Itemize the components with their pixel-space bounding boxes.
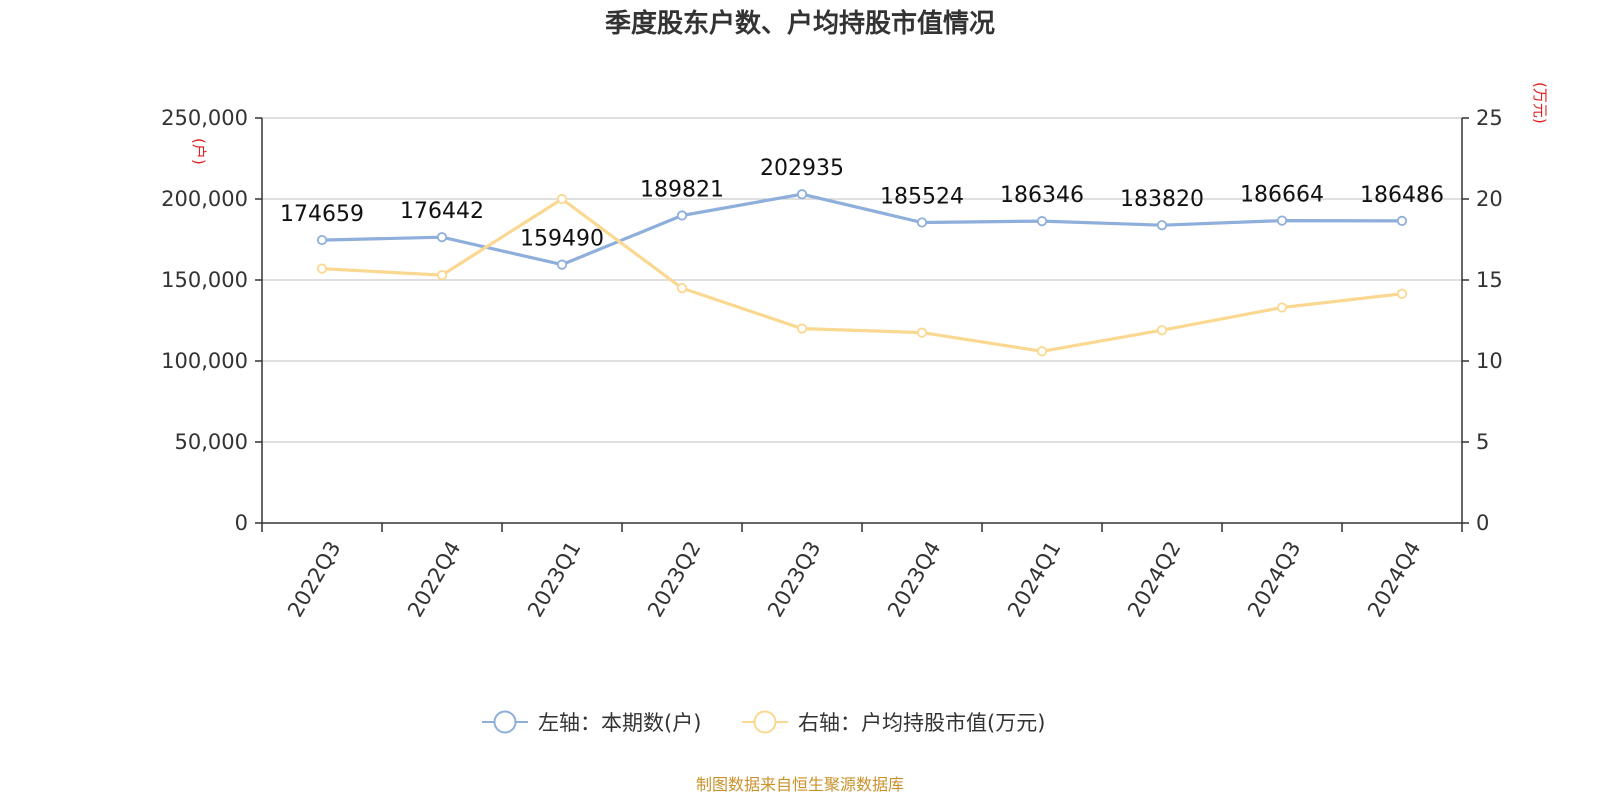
data-label: 174659 — [280, 202, 364, 227]
data-labels: 174659 176442 159490 189821 202935 185524 1863… — [280, 156, 1444, 251]
data-label: 202935 — [760, 156, 844, 181]
axes: 0 50,000 100,000 150,000 200,000 250,000 0 5 10 1… — [161, 82, 1549, 621]
right-tick-label: 25 — [1476, 106, 1503, 130]
legend: 左轴：本期数(户) 右轴：户均持股市值(万元) — [482, 710, 1045, 735]
data-point — [1276, 302, 1288, 313]
right-tick-label: 10 — [1476, 349, 1503, 373]
x-tick-label: 2024Q4 — [1363, 537, 1425, 621]
left-tick-label: 200,000 — [161, 187, 248, 211]
left-tick-label: 250,000 — [161, 106, 248, 130]
data-label: 186346 — [1000, 183, 1084, 208]
data-point — [1396, 288, 1408, 299]
data-point — [316, 234, 328, 246]
right-tick-label: 20 — [1476, 187, 1503, 211]
data-label: 159490 — [520, 227, 604, 252]
x-tick-label: 2022Q4 — [403, 537, 465, 621]
data-point — [1396, 215, 1408, 226]
data-point — [556, 193, 568, 205]
x-tick-label: 2024Q3 — [1243, 537, 1305, 621]
series-line-1 — [321, 197, 1403, 353]
data-point — [916, 327, 928, 338]
x-tick-label: 2024Q2 — [1123, 537, 1185, 621]
data-point — [1156, 220, 1168, 231]
series-lines — [316, 189, 1408, 357]
x-tick-label: 2024Q1 — [1003, 537, 1065, 621]
data-point — [556, 259, 568, 270]
right-tick-label: 15 — [1476, 268, 1503, 292]
data-point — [436, 232, 448, 243]
data-point — [1276, 215, 1288, 226]
data-point — [436, 270, 448, 281]
data-label: 189821 — [640, 177, 724, 202]
x-tick-label: 2023Q2 — [643, 537, 705, 621]
data-label: 186486 — [1360, 183, 1444, 208]
data-point — [316, 263, 328, 274]
data-label: 186664 — [1240, 183, 1324, 208]
data-point — [796, 323, 808, 334]
legend-label-1: 右轴：户均持股市值(万元) — [798, 711, 1045, 735]
series-line-0 — [321, 192, 1403, 267]
legend-label-0: 左轴：本期数(户) — [538, 711, 701, 735]
gridlines — [262, 117, 1462, 443]
data-point — [676, 282, 688, 294]
legend-marker-0 — [493, 710, 517, 734]
x-tick-label: 2023Q4 — [883, 537, 945, 621]
x-tick-label: 2022Q3 — [283, 537, 345, 621]
source-note: 制图数据来自恒生聚源数据库 — [696, 775, 904, 794]
x-tick-label: 2023Q3 — [763, 537, 825, 621]
left-axis-unit: (户) — [190, 138, 208, 165]
x-tick-label: 2023Q1 — [523, 537, 585, 621]
chart-title: 季度股东户数、户均持股市值情况 — [605, 8, 995, 39]
left-tick-label: 0 — [235, 511, 248, 535]
data-point — [1036, 346, 1048, 357]
data-point — [676, 210, 688, 221]
data-point — [1036, 216, 1048, 227]
data-point — [796, 189, 808, 200]
right-tick-label: 5 — [1476, 430, 1489, 454]
data-label: 185524 — [880, 184, 964, 209]
left-tick-label: 150,000 — [161, 268, 248, 292]
right-tick-label: 0 — [1476, 511, 1489, 535]
data-label: 176442 — [400, 199, 484, 224]
data-point — [1156, 325, 1168, 336]
data-point — [916, 217, 928, 228]
legend-marker-1 — [753, 710, 777, 734]
data-label: 183820 — [1120, 187, 1204, 212]
left-tick-label: 100,000 — [161, 349, 248, 373]
right-axis-unit: (万元) — [1531, 82, 1549, 124]
left-tick-label: 50,000 — [175, 430, 248, 454]
